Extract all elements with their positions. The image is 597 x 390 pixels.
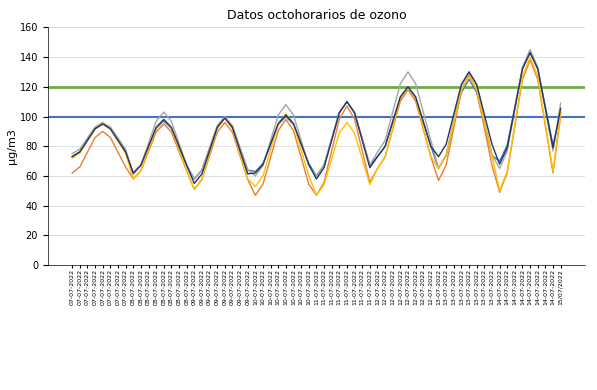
Title: Datos octohorarios de ozono: Datos octohorarios de ozono [227,9,406,22]
Y-axis label: µg/m3: µg/m3 [7,128,17,164]
